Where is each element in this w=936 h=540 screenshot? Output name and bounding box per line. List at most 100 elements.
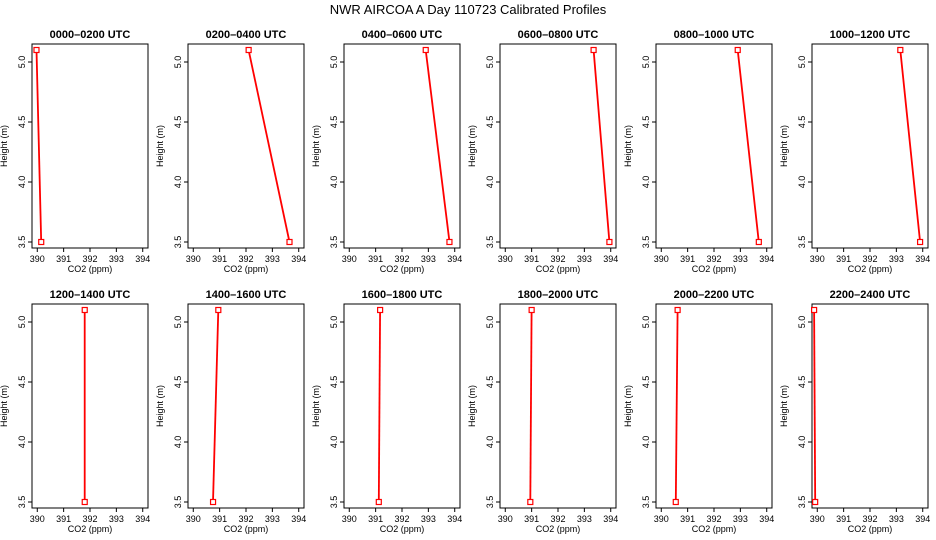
panel-2: 0200–0400 UTC 390 391 392 393 394 CO2 (ppm) 3.5… — [155, 29, 306, 274]
y-tick-label: 3.5 — [485, 496, 495, 509]
plot-frame — [499, 303, 617, 509]
panel-9: 1600–1800 UTC 390 391 392 393 394 CO2 (ppm) 3.5… — [311, 289, 462, 534]
y-axis-label: Height (m) — [155, 125, 165, 167]
profile-line — [813, 309, 817, 503]
x-tick-label: 394 — [135, 514, 150, 524]
y-tick-label: 4.5 — [797, 116, 807, 129]
data-point — [286, 238, 293, 246]
data-point — [734, 46, 741, 54]
data-point — [209, 498, 217, 506]
y-tick-label: 3.5 — [17, 236, 27, 249]
x-tick-label: 391 — [212, 254, 227, 264]
y-axis-label: Height (m) — [0, 385, 9, 427]
y-tick-label: 5.0 — [485, 316, 495, 329]
panel-12: 2200–2400 UTC 390 391 392 393 394 CO2 (ppm) 3.5… — [779, 289, 930, 534]
plot-frame — [187, 43, 305, 249]
x-tick-label: 392 — [862, 254, 877, 264]
x-tick-label: 393 — [265, 514, 280, 524]
x-axis-label: CO2 (ppm) — [68, 264, 113, 274]
x-tick-label: 393 — [733, 254, 748, 264]
x-tick-label: 392 — [82, 514, 97, 524]
plot-frame — [811, 303, 929, 509]
x-axis-label: CO2 (ppm) — [224, 524, 269, 534]
panel-title: 0800–1000 UTC — [674, 29, 755, 41]
panel-title: 1800–2000 UTC — [518, 289, 599, 301]
x-tick-label: 390 — [186, 254, 201, 264]
y-tick-label: 4.0 — [797, 436, 807, 449]
x-axis-label: CO2 (ppm) — [692, 264, 737, 274]
y-tick-label: 5.0 — [329, 56, 339, 69]
data-point — [528, 306, 535, 314]
x-tick-label: 390 — [30, 254, 45, 264]
y-axis-label: Height (m) — [467, 385, 477, 427]
x-tick-label: 391 — [56, 254, 71, 264]
plot-frame — [343, 303, 461, 509]
y-tick-label: 4.0 — [797, 176, 807, 189]
y-axis-label: Height (m) — [623, 125, 633, 167]
x-tick-label: 392 — [394, 514, 409, 524]
profile-line — [529, 309, 533, 503]
x-tick-label: 391 — [836, 254, 851, 264]
data-point — [674, 306, 681, 314]
y-tick-label: 3.5 — [485, 236, 495, 249]
x-tick-label: 390 — [498, 254, 513, 264]
x-tick-label: 390 — [654, 514, 669, 524]
y-tick-label: 4.0 — [485, 176, 495, 189]
panel-5: 0800–1000 UTC 390 391 392 393 394 CO2 (ppm) 3.5… — [623, 29, 774, 274]
data-point — [916, 238, 924, 246]
panel-title: 2000–2200 UTC — [674, 289, 755, 301]
y-tick-label: 3.5 — [17, 496, 27, 509]
data-point — [590, 46, 597, 54]
x-tick-label: 391 — [524, 514, 539, 524]
x-tick-label: 393 — [733, 514, 748, 524]
y-axis-label: Height (m) — [467, 125, 477, 167]
plot-frame — [31, 303, 149, 509]
y-tick-label: 4.5 — [17, 376, 27, 389]
x-tick-label: 390 — [498, 514, 513, 524]
y-tick-label: 5.0 — [797, 316, 807, 329]
panel-10: 1800–2000 UTC 390 391 392 393 394 CO2 (ppm) 3.5… — [467, 289, 618, 534]
x-tick-label: 394 — [447, 514, 462, 524]
panel-6: 1000–1200 UTC 390 391 392 393 394 CO2 (ppm) 3.5… — [779, 29, 930, 274]
panel-title: 1400–1600 UTC — [206, 289, 287, 301]
x-tick-label: 391 — [836, 514, 851, 524]
x-tick-label: 391 — [56, 514, 71, 524]
x-tick-label: 390 — [30, 514, 45, 524]
data-point — [811, 306, 818, 314]
plot-frame — [187, 303, 305, 509]
x-tick-label: 390 — [654, 254, 669, 264]
y-tick-label: 4.0 — [17, 176, 27, 189]
x-tick-label: 394 — [603, 514, 618, 524]
x-tick-label: 393 — [577, 254, 592, 264]
profile-line — [674, 309, 679, 503]
y-tick-label: 4.5 — [485, 116, 495, 129]
y-tick-label: 3.5 — [329, 496, 339, 509]
profile-line — [899, 49, 921, 243]
x-tick-label: 390 — [342, 514, 357, 524]
y-tick-label: 4.5 — [173, 116, 183, 129]
plot-frame — [499, 43, 617, 249]
panel-3: 0400–0600 UTC 390 391 392 393 394 CO2 (ppm) 3.5… — [311, 29, 462, 274]
plot-frame — [655, 43, 773, 249]
panel-8: 1400–1600 UTC 390 391 392 393 394 CO2 (ppm) 3.5… — [155, 289, 306, 534]
data-point — [422, 46, 429, 54]
x-tick-label: 390 — [810, 514, 825, 524]
y-tick-label: 4.5 — [797, 376, 807, 389]
data-point — [527, 498, 534, 506]
x-axis-label: CO2 (ppm) — [848, 264, 893, 274]
data-point — [375, 498, 382, 506]
x-tick-label: 393 — [421, 254, 436, 264]
profile-line — [212, 309, 220, 503]
x-tick-label: 392 — [862, 514, 877, 524]
y-tick-label: 4.0 — [641, 176, 651, 189]
x-tick-label: 393 — [265, 254, 280, 264]
y-axis-label: Height (m) — [779, 125, 789, 167]
x-axis-label: CO2 (ppm) — [68, 524, 113, 534]
data-point — [812, 498, 819, 506]
plot-frame — [31, 43, 149, 249]
y-tick-label: 4.5 — [329, 376, 339, 389]
x-tick-label: 394 — [135, 254, 150, 264]
y-tick-label: 5.0 — [641, 316, 651, 329]
profile-line — [592, 49, 611, 243]
